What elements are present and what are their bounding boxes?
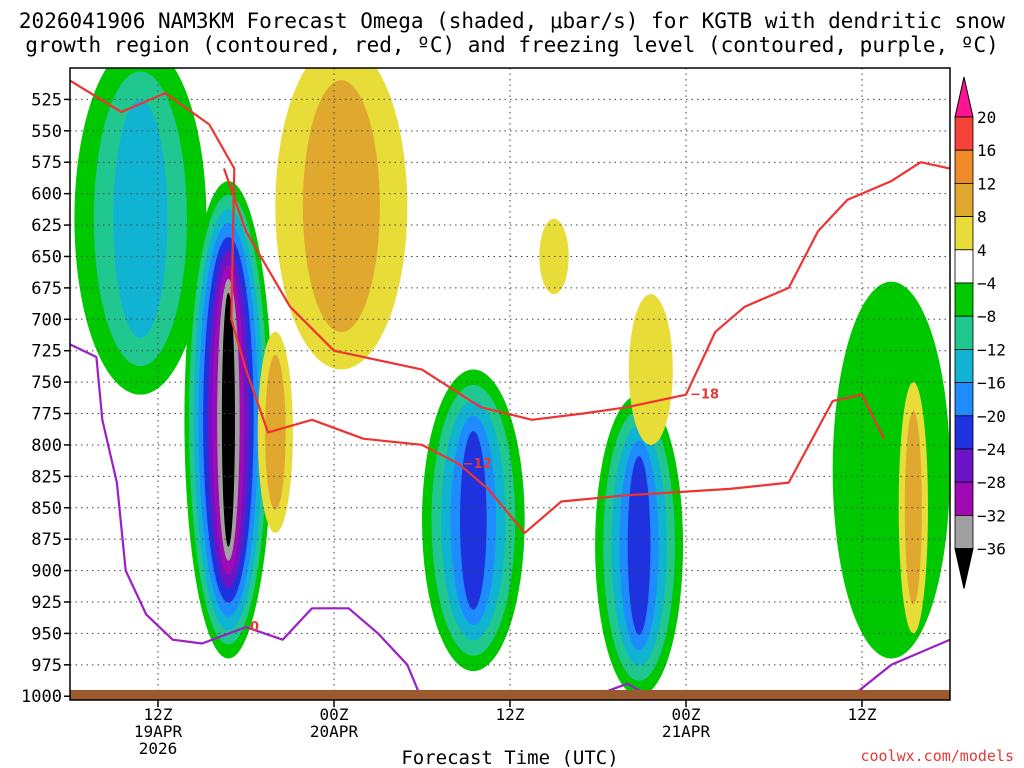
colorbar-label-11: −28 [977,473,1006,492]
plot-area: −12 −18 0 [70,68,950,700]
colorbar-label-9: −20 [977,407,1006,426]
colorbar-label-3: 8 [977,208,987,227]
chart-title-line1: 2026041906 NAM3KM Forecast Omega (shaded… [19,9,1006,33]
colorbar-top-arrow [954,76,974,118]
colorbar-bin-8 [954,348,974,383]
zero-freezing-contour [70,343,424,700]
y-tick-label-975: 975 [31,656,62,676]
colorbar-label-8: −16 [977,374,1006,393]
y-tick-label-825: 825 [31,467,62,487]
y-tick-label-650: 650 [31,247,62,267]
y-tick-label-575: 575 [31,153,62,173]
colorbar-label-4: 4 [977,241,987,260]
colorbar-bin-12 [954,481,974,516]
y-tick-label-525: 525 [31,90,62,110]
colorbar-label-13: −36 [977,540,1006,559]
y-axis-ticks: 525 550 575 600 625 650 675 700 725 750 775 800 825 8… [21,90,70,707]
x-tick-label-42: 00Z [672,705,701,724]
colorbar-bin-4 [954,216,974,251]
y-tick-label-1000: 1000 [21,687,62,707]
colorbar-label-7: −12 [977,340,1006,359]
y-tick-label-775: 775 [31,405,62,425]
omega-region-col-3-level-4 [460,430,487,610]
colorbar-label-12: −32 [977,506,1006,525]
omega-region-rise-1-level-1 [302,80,380,333]
x-tick-label-6: 12Z [144,705,173,724]
omega-region-rise-4-level-1 [265,354,286,510]
zero-freezing-contour-3 [846,638,950,700]
colorbar-bin-3 [954,182,974,217]
omega-region-col-2-strong-level-8 [221,292,235,547]
x-axis-label: Forecast Time (UTC) [401,747,618,768]
colorbar-label-1: 16 [977,141,996,160]
omega-region-col-4-level-4 [627,456,651,635]
y-tick-label-750: 750 [31,373,62,393]
omega-region-col-1-level-2 [113,99,168,338]
omega-region-rise-2-level-0 [628,294,673,445]
colorbar-label-0: 20 [977,108,996,127]
y-tick-label-875: 875 [31,530,62,550]
zero-freezing-contour-label: 0 [250,620,259,635]
x-tick-date-18: 20APR [310,722,359,741]
colorbar-bin-13 [954,515,974,550]
colorbar-bin-7 [954,315,974,350]
x-tick-date-6: 19APR [134,722,183,741]
credit-text: coolwx.com/models [860,747,1014,765]
x-tick-year-6: 2026 [139,739,178,758]
colorbar-bin-11 [954,448,974,483]
colorbar-label-6: −8 [977,307,996,326]
colorbar-bottom-arrow [954,548,974,589]
y-tick-label-925: 925 [31,593,62,613]
contour-layer: −12 −18 0 [70,79,950,700]
minus-12-contour [70,79,885,535]
y-tick-label-600: 600 [31,185,62,205]
colorbar-bin-2 [954,149,974,184]
x-tick-label-54: 12Z [848,705,877,724]
colorbar-bin-9 [954,382,974,417]
y-tick-label-700: 700 [31,310,62,330]
terrain-fill [70,689,950,700]
colorbar-bin-10 [954,415,974,450]
colorbar-bin-6 [954,282,974,317]
y-tick-label-550: 550 [31,122,62,142]
colorbar: 20 16 12 8 4 −4 −8 −12 −16 −20 −24 −28 −32 −36 [954,76,1006,589]
omega-region-rise-5-level-1 [904,410,922,605]
colorbar-label-10: −24 [977,440,1006,459]
x-tick-label-18: 00Z [320,705,349,724]
terrain-layer [70,689,950,700]
omega-region-col-5-level-0 [832,281,950,659]
minus-18-contour [222,161,950,421]
colorbar-label-5: −4 [977,274,996,293]
y-tick-label-725: 725 [31,342,62,362]
y-tick-label-850: 850 [31,499,62,519]
x-tick-label-30: 12Z [496,705,525,724]
minus-12-contour-label: −12 [463,457,492,472]
x-tick-date-42: 21APR [662,722,711,741]
y-tick-label-950: 950 [31,624,62,644]
minus-18-contour-label: −18 [690,388,719,403]
colorbar-bin-5 [954,249,974,284]
y-tick-label-900: 900 [31,562,62,582]
y-tick-label-800: 800 [31,436,62,456]
colorbar-bin-1 [954,116,974,151]
y-tick-label-625: 625 [31,216,62,236]
y-tick-label-675: 675 [31,279,62,299]
colorbar-label-2: 12 [977,174,996,193]
chart-title-line2: growth region (contoured, red, ºC) and f… [25,33,999,57]
